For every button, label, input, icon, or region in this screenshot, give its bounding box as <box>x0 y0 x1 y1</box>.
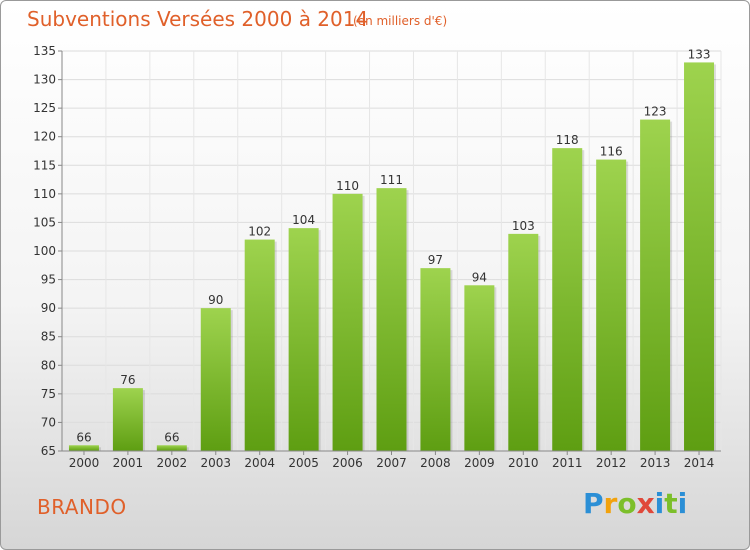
y-tick-label: 105 <box>33 215 56 229</box>
x-tick-label: 2000 <box>69 456 100 470</box>
y-tick-label: 95 <box>41 273 56 287</box>
data-label: 111 <box>380 173 403 187</box>
y-tick-label: 110 <box>33 187 56 201</box>
data-label: 123 <box>644 105 667 119</box>
data-label: 104 <box>292 213 315 227</box>
proxiti-logo: Proxiti <box>583 487 688 520</box>
x-tick-label: 2014 <box>684 456 715 470</box>
y-tick-label: 70 <box>41 415 56 429</box>
x-tick-label: 2013 <box>640 456 671 470</box>
x-tick-label: 2004 <box>244 456 275 470</box>
y-tick-label: 125 <box>33 101 56 115</box>
y-tick-label: 120 <box>33 130 56 144</box>
bar-2004 <box>244 239 275 451</box>
bar-2008 <box>420 268 451 451</box>
data-label: 76 <box>120 373 135 387</box>
x-tick-label: 2012 <box>596 456 627 470</box>
commune-name: BRANDO <box>37 495 127 519</box>
chart-title: Subventions Versées 2000 à 2014 <box>27 7 369 31</box>
data-label: 90 <box>208 293 223 307</box>
data-label: 66 <box>76 430 91 444</box>
data-label: 66 <box>164 430 179 444</box>
y-tick-label: 75 <box>41 387 56 401</box>
x-tick-label: 2007 <box>376 456 407 470</box>
bar-2000 <box>68 445 99 451</box>
bar-2002 <box>156 445 187 451</box>
data-label: 133 <box>688 47 711 61</box>
bar-2013 <box>640 119 671 452</box>
x-tick-label: 2011 <box>552 456 583 470</box>
data-label: 102 <box>248 225 271 239</box>
x-tick-label: 2003 <box>200 456 231 470</box>
bar-2014 <box>684 62 715 452</box>
bar-2003 <box>200 308 231 451</box>
bar-2012 <box>596 159 627 452</box>
y-tick-label: 80 <box>41 358 56 372</box>
x-tick-label: 2009 <box>464 456 495 470</box>
x-tick-label: 2006 <box>332 456 363 470</box>
x-tick-label: 2002 <box>157 456 188 470</box>
y-tick-label: 135 <box>33 44 56 58</box>
bar-2009 <box>464 285 495 451</box>
bar-2011 <box>552 148 583 451</box>
y-tick-label: 115 <box>33 158 56 172</box>
x-tick-label: 2008 <box>420 456 451 470</box>
y-tick-label: 130 <box>33 73 56 87</box>
data-label: 97 <box>428 253 443 267</box>
x-tick-label: 2005 <box>288 456 319 470</box>
data-label: 103 <box>512 219 535 233</box>
bar-2001 <box>112 388 143 451</box>
y-tick-label: 85 <box>41 330 56 344</box>
y-tick-label: 90 <box>41 301 56 315</box>
data-label: 116 <box>600 145 623 159</box>
data-label: 110 <box>336 179 359 193</box>
x-tick-label: 2010 <box>508 456 539 470</box>
data-label: 94 <box>472 270 487 284</box>
data-label: 118 <box>556 133 579 147</box>
y-tick-label: 100 <box>33 244 56 258</box>
bar-2010 <box>508 233 539 451</box>
chart-subtitle: (en milliers d'€) <box>353 14 448 28</box>
bar-2006 <box>332 193 363 451</box>
x-tick-label: 2001 <box>113 456 144 470</box>
bar-2007 <box>376 188 407 451</box>
y-tick-label: 65 <box>41 444 56 458</box>
bar-2005 <box>288 228 319 451</box>
